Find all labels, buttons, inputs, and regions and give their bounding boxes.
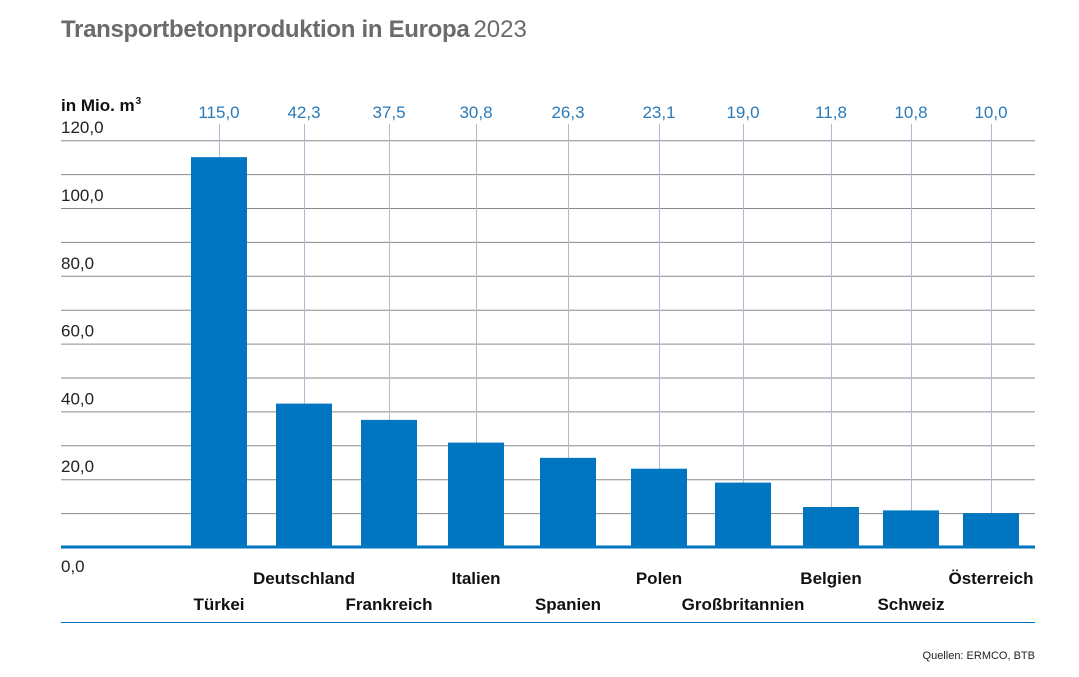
- bar: [963, 513, 1019, 547]
- category-label: Spanien: [535, 595, 601, 614]
- chart-title-year: 2023: [473, 16, 527, 43]
- chart-title: Transportbetonproduktion in Europa 2023: [61, 15, 527, 45]
- value-label: 19,0: [726, 103, 759, 122]
- y-tick-label: 60,0: [61, 322, 94, 341]
- unit-superscript: 3: [135, 96, 142, 107]
- bar: [540, 457, 596, 547]
- value-label: 10,8: [894, 103, 927, 122]
- category-label: Italien: [451, 569, 500, 588]
- bar: [276, 403, 332, 547]
- value-label: 10,0: [974, 103, 1007, 122]
- value-label: 115,0: [198, 103, 239, 122]
- category-label: Großbritannien: [682, 595, 805, 614]
- source-note: Quellen: ERMCO, BTB: [922, 650, 1035, 662]
- category-label: Polen: [636, 569, 682, 588]
- category-label: Schweiz: [877, 595, 944, 614]
- category-label: Frankreich: [346, 595, 433, 614]
- value-label: 11,8: [815, 103, 847, 122]
- unit-text: in Mio. m: [61, 96, 135, 115]
- bar: [631, 468, 687, 547]
- y-axis-unit-label: in Mio. m3: [61, 96, 141, 116]
- chart-title-main: Transportbetonproduktion in Europa: [61, 16, 470, 43]
- y-tick-label: 120,0: [61, 118, 104, 137]
- y-tick-label: 0,0: [61, 557, 85, 576]
- bar: [715, 482, 771, 547]
- bar: [883, 510, 939, 547]
- bar: [191, 157, 247, 547]
- bar: [803, 506, 859, 547]
- y-tick-label: 20,0: [61, 457, 94, 476]
- category-label: Belgien: [800, 569, 861, 588]
- y-tick-label: 100,0: [61, 186, 104, 205]
- y-tick-label: 80,0: [61, 254, 94, 273]
- bar: [361, 419, 417, 547]
- category-label: Österreich: [948, 569, 1033, 588]
- category-label: Türkei: [193, 595, 244, 614]
- value-label: 23,1: [642, 103, 675, 122]
- bar: [448, 442, 504, 547]
- value-label: 42,3: [287, 103, 320, 122]
- value-label: 30,8: [459, 103, 492, 122]
- value-label: 37,5: [372, 103, 405, 122]
- value-label: 26,3: [551, 103, 584, 122]
- y-tick-label: 40,0: [61, 389, 94, 408]
- category-label: Deutschland: [253, 569, 355, 588]
